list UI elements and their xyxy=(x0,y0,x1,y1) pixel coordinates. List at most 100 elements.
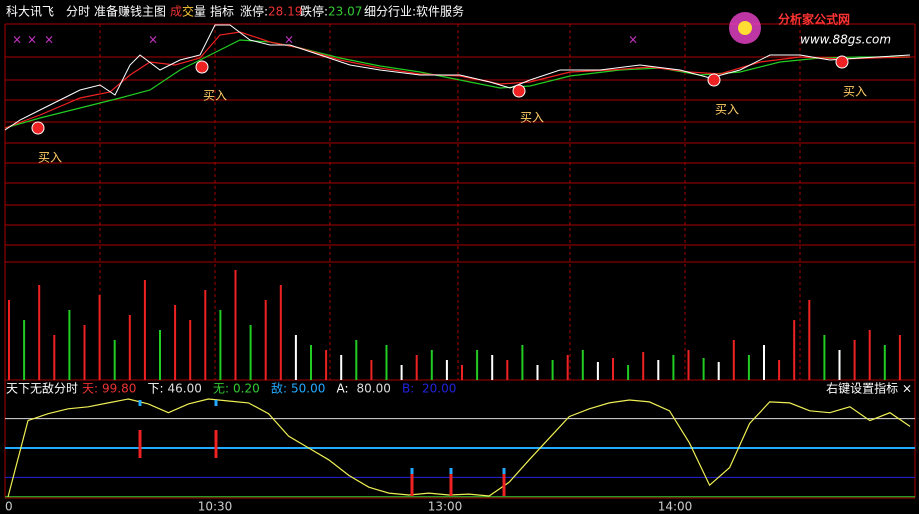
main-indicator: 准备赚钱主图 xyxy=(94,4,166,19)
level-name: 天: xyxy=(82,382,98,396)
volume-bar xyxy=(612,358,614,380)
volume-bar xyxy=(808,300,811,380)
volume-bar xyxy=(68,310,71,380)
volume-bar xyxy=(551,360,554,380)
volume-bar xyxy=(219,310,222,380)
volume-bar xyxy=(415,355,418,380)
volume-bar xyxy=(8,300,10,380)
volume-label: 交 xyxy=(182,4,194,19)
volume-bar xyxy=(506,360,509,380)
volume-bar xyxy=(627,365,630,380)
svg-text:×: × xyxy=(148,33,158,47)
svg-text:×: × xyxy=(628,33,638,47)
buy-labels: 买入 买入 买入 买入 买入 xyxy=(38,85,867,165)
signal-bar xyxy=(449,470,453,496)
volume-label: 量 xyxy=(194,5,206,19)
indicator-header: 天下无敌分时 右键设置指标 × 天: 99.80 下: 46.00 无: 0.20 敌: 50… xyxy=(6,381,912,396)
volume-bar xyxy=(400,365,403,380)
volume-bar xyxy=(521,345,524,380)
indicator-button[interactable]: 指标 xyxy=(210,4,234,19)
volume-bar xyxy=(778,360,781,380)
volume-bar xyxy=(476,350,479,380)
volume-bar xyxy=(702,358,705,380)
level-value: 46.00 xyxy=(168,382,202,396)
volume-bar xyxy=(294,335,297,380)
volume-bar xyxy=(883,345,886,380)
volume-bar xyxy=(838,350,841,380)
volume-bar xyxy=(279,285,282,380)
logo-url: www.88gs.com xyxy=(800,33,891,47)
level-name: 无: xyxy=(213,382,229,396)
volume-bar xyxy=(340,355,343,380)
volume-bar xyxy=(143,280,146,380)
volume-bar xyxy=(566,355,569,380)
volume-bar xyxy=(325,350,328,380)
level-value: 99.80 xyxy=(102,382,136,396)
buy-label: 买入 xyxy=(520,111,544,125)
volume-bar xyxy=(234,270,237,380)
volume-bar xyxy=(853,340,856,380)
time-label: 14:00 xyxy=(658,500,693,514)
volume-bar xyxy=(717,362,720,380)
limit-up-label: 涨停: xyxy=(240,4,268,19)
level-value: 50.00 xyxy=(291,382,325,396)
ma-slow xyxy=(4,39,910,129)
volume-bar xyxy=(385,345,388,380)
time-label: 10:30 xyxy=(198,500,233,514)
volume-bar xyxy=(461,365,463,380)
svg-text:×: × xyxy=(12,33,22,47)
logo: 分析家公式网 www.88gs.com xyxy=(729,12,891,47)
time-label: 0 xyxy=(5,500,13,514)
level-value: 80.00 xyxy=(357,382,391,396)
volume-bar xyxy=(113,340,116,380)
volume-bar xyxy=(128,315,131,380)
stock-name: 科大讯飞 xyxy=(6,5,54,19)
volume-bar xyxy=(445,360,448,380)
volume-bar xyxy=(642,352,645,380)
volume-bar xyxy=(763,345,765,380)
volume-bar xyxy=(823,335,826,380)
volume-bar xyxy=(264,300,267,380)
limit-down-label: 跌停: xyxy=(300,4,328,19)
volume-bar xyxy=(370,360,373,380)
time-label: 13:00 xyxy=(428,500,463,514)
level-name: 敌: xyxy=(271,381,287,396)
signal-cap xyxy=(214,400,218,406)
signal-cap xyxy=(138,400,142,406)
volume-bar xyxy=(204,290,207,380)
signal-cap xyxy=(502,468,506,474)
indicator-line xyxy=(7,398,911,498)
signal-bar xyxy=(410,470,414,496)
indicator-settings[interactable]: 右键设置指标 × xyxy=(826,381,912,396)
signal-bar xyxy=(502,470,506,496)
volume-bar xyxy=(491,355,494,380)
mode: 分时 xyxy=(66,5,90,19)
time-axis: 0 10:30 13:00 14:00 xyxy=(5,500,692,514)
volume-bar xyxy=(430,350,433,380)
volume-bar xyxy=(53,335,56,380)
level-name: A: xyxy=(337,382,349,396)
limit-up: 28.19 xyxy=(268,5,302,19)
buy-markers xyxy=(31,55,849,135)
volume-bar xyxy=(355,340,358,380)
level-value: 0.20 xyxy=(233,382,260,396)
volume-bars xyxy=(8,270,901,380)
volume-bar xyxy=(83,325,86,380)
level-name: B: xyxy=(402,382,414,396)
volume-bar xyxy=(596,362,599,380)
buy-label: 买入 xyxy=(203,89,227,103)
buy-label: 买入 xyxy=(843,85,867,99)
x-markers: × × × × × × xyxy=(12,33,638,47)
svg-text:×: × xyxy=(44,33,54,47)
volume-bar xyxy=(23,320,26,380)
signal-bar xyxy=(214,430,218,458)
volume-bar xyxy=(581,350,584,380)
volume-bar xyxy=(793,320,796,380)
volume-bar xyxy=(657,360,660,380)
level-name: 下: xyxy=(148,382,164,396)
indicator-panel xyxy=(5,398,915,498)
buy-label: 买入 xyxy=(38,151,62,165)
industry: 细分行业:软件服务 xyxy=(364,4,464,19)
